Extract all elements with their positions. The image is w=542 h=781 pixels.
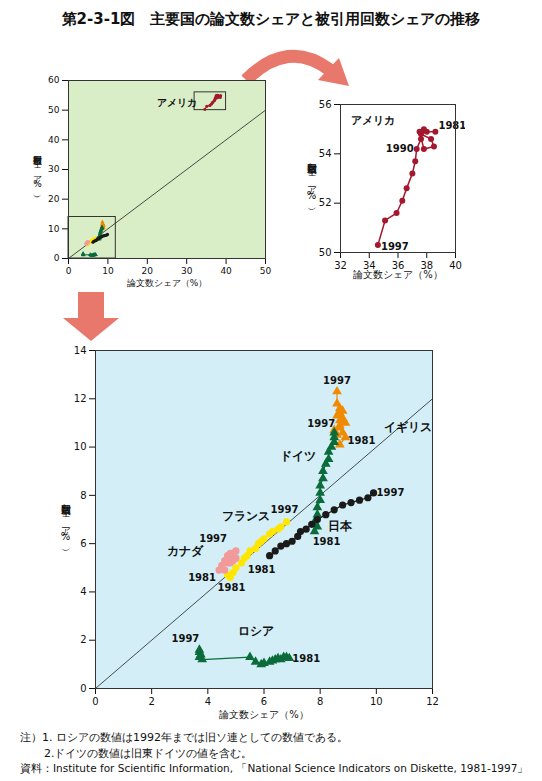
- svg-text:1997: 1997: [377, 487, 405, 498]
- svg-text:1981: 1981: [348, 435, 376, 446]
- html-text:注）1. ロシアの数値は1992年までは旧ソ連としての数値で: 注）1. ロシアの数値は1992年までは旧ソ連としての数値である。: [20, 731, 348, 744]
- svg-text:10: 10: [370, 696, 383, 707]
- svg-text:1997: 1997: [171, 633, 199, 644]
- svg-text:30: 30: [181, 266, 193, 276]
- svg-text:1997: 1997: [323, 375, 351, 386]
- svg-text:10: 10: [48, 224, 60, 234]
- svg-text:1981: 1981: [292, 653, 320, 664]
- svg-text:1981: 1981: [313, 536, 341, 547]
- svg-text:30: 30: [48, 164, 60, 174]
- svg-text:50: 50: [260, 266, 272, 276]
- html-text:2.ドイツの数値は旧東ドイツの値を含む。: 2.ドイツの数値は旧東ドイツの値を含む。: [44, 747, 253, 760]
- svg-text:イギリス: イギリス: [384, 420, 432, 434]
- svg-text:1997: 1997: [271, 504, 299, 515]
- svg-text:1997: 1997: [199, 533, 227, 544]
- svg-text:50: 50: [48, 105, 60, 115]
- svg-text:ドイツ: ドイツ: [280, 449, 316, 463]
- html-text:被引用回数シェア（%）: 被引用回数シェア（%）: [306, 155, 317, 201]
- svg-text:アメリカ: アメリカ: [157, 97, 197, 108]
- svg-text:6: 6: [80, 538, 86, 549]
- svg-text:10: 10: [102, 266, 114, 276]
- svg-text:6: 6: [261, 696, 267, 707]
- svg-text:50: 50: [319, 247, 332, 258]
- html-text:資料：Institute for Scientific In: 資料：Institute for Scientific Information,…: [20, 762, 529, 774]
- svg-text:1990: 1990: [386, 143, 414, 154]
- svg-text:1981: 1981: [438, 120, 465, 131]
- svg-text:1981: 1981: [188, 572, 216, 583]
- html-text:被引用回数シェア（%）: 被引用回数シェア（%）: [32, 149, 43, 189]
- svg-text:12: 12: [426, 696, 439, 707]
- svg-text:20: 20: [142, 266, 154, 276]
- svg-text:1997: 1997: [307, 418, 335, 429]
- svg-text:8: 8: [317, 696, 323, 707]
- svg-text:20: 20: [48, 194, 60, 204]
- svg-text:54: 54: [319, 148, 332, 159]
- svg-text:ロシア: ロシア: [238, 624, 274, 638]
- svg-text:34: 34: [362, 259, 376, 271]
- svg-text:10: 10: [74, 441, 87, 452]
- svg-text:4: 4: [80, 586, 86, 597]
- svg-text:カナダ: カナダ: [167, 544, 204, 558]
- svg-text:38: 38: [420, 259, 434, 271]
- svg-text:論文数シェア（%）: 論文数シェア（%）: [127, 278, 208, 288]
- svg-text:1997: 1997: [381, 241, 409, 252]
- svg-text:フランス: フランス: [222, 509, 270, 523]
- svg-text:40: 40: [48, 135, 60, 145]
- svg-text:1981: 1981: [248, 564, 276, 575]
- svg-text:アメリカ: アメリカ: [351, 114, 395, 127]
- svg-text:2: 2: [80, 634, 86, 645]
- svg-text:8: 8: [80, 490, 86, 501]
- svg-text:40: 40: [220, 266, 232, 276]
- svg-text:日本: 日本: [328, 519, 353, 533]
- svg-text:12: 12: [74, 393, 87, 404]
- svg-text:36: 36: [391, 259, 405, 271]
- svg-text:2: 2: [148, 696, 154, 707]
- svg-text:4: 4: [205, 696, 211, 707]
- svg-text:0: 0: [66, 266, 72, 276]
- svg-text:1981: 1981: [218, 582, 246, 593]
- svg-text:40: 40: [449, 260, 462, 271]
- svg-text:60: 60: [48, 75, 60, 85]
- html-text:被引用回数シェア（%）: 被引用回数シェア（%）: [60, 496, 71, 542]
- svg-text:32: 32: [334, 260, 347, 271]
- html-text:第2-3-1図 主要国の論文数シェアと被引用回数シェアの推移: 第2-3-1図 主要国の論文数シェアと被引用回数シェアの推移: [61, 10, 481, 28]
- svg-text:論文数シェア（%）: 論文数シェア（%）: [353, 269, 443, 280]
- svg-text:0: 0: [80, 683, 86, 694]
- svg-text:0: 0: [92, 696, 98, 707]
- svg-text:52: 52: [319, 197, 332, 208]
- svg-text:56: 56: [319, 99, 332, 110]
- svg-text:論文数シェア（%）: 論文数シェア（%）: [219, 709, 309, 720]
- svg-text:14: 14: [74, 345, 87, 356]
- svg-text:0: 0: [54, 253, 60, 263]
